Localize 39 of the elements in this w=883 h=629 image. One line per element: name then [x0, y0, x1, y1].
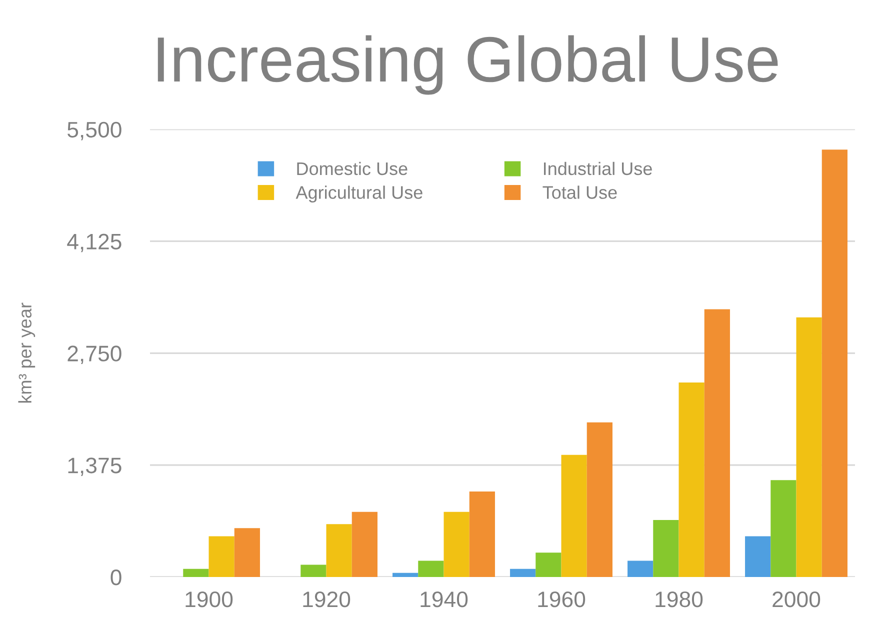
y-tick-label: 1,375	[68, 458, 122, 476]
bar	[628, 560, 654, 577]
bar	[392, 572, 418, 577]
bar	[822, 150, 848, 577]
bar	[770, 480, 796, 577]
bar	[510, 568, 536, 577]
x-tick-label: 2000	[772, 591, 820, 608]
bar	[586, 422, 612, 577]
y-tick-label: 2,750	[68, 346, 122, 364]
bar	[418, 560, 444, 577]
y-tick-label: 4,125	[67, 234, 122, 252]
y-tick-label: 0	[110, 570, 122, 586]
bar	[208, 536, 234, 577]
bar	[653, 520, 679, 577]
bar	[234, 528, 260, 577]
x-tick-label: 1960	[538, 591, 586, 608]
legend-label: Industrial Use	[544, 162, 652, 176]
legend-label: Agricultural Use	[296, 186, 422, 202]
bar	[469, 492, 495, 577]
bar	[183, 568, 209, 577]
y-axis-title: km³ per year	[18, 302, 36, 403]
x-tick-label: 1900	[186, 591, 233, 608]
bar	[300, 564, 326, 577]
chart-title: Increasing Global Use	[158, 35, 778, 95]
bar	[352, 512, 378, 577]
x-tick-label: 1980	[656, 591, 703, 608]
legend-label: Domestic Use	[297, 162, 408, 176]
bar	[444, 512, 470, 577]
bar	[561, 454, 587, 577]
bar	[678, 382, 704, 577]
bar	[745, 536, 771, 577]
bar	[796, 317, 822, 577]
bar	[326, 524, 352, 577]
y-tick-label: 5,500	[68, 122, 122, 140]
legend-label: Total Use	[542, 186, 617, 199]
bar	[536, 552, 562, 577]
x-tick-label: 1940	[420, 591, 468, 608]
x-tick-label: 1920	[303, 591, 350, 608]
bar	[704, 309, 730, 577]
